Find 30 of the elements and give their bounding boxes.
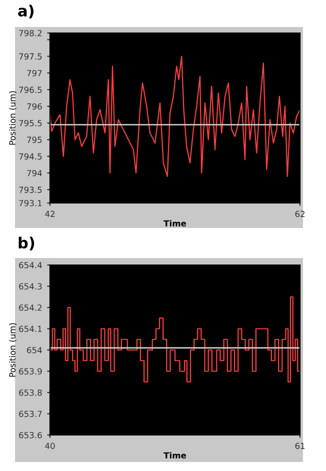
x-tick-label: 62 xyxy=(295,210,304,218)
y-tick-label: 795 xyxy=(27,136,42,143)
y-tick-label: 798.2 xyxy=(19,30,42,36)
y-tick-label: 654.3 xyxy=(19,283,42,290)
y-axis-title: Position (um) xyxy=(9,323,16,377)
y-tick-label: 794 xyxy=(27,170,42,176)
y-tick-label: 654 xyxy=(27,346,42,354)
y-tick-label: 795.5 xyxy=(19,120,42,126)
y-tick-label: 654.1 xyxy=(19,326,42,332)
x-tick-label: 40 xyxy=(45,442,55,450)
y-tick-label: 653.7 xyxy=(19,410,42,418)
x-tick-label: 61 xyxy=(295,442,305,450)
x-tick-label: 42 xyxy=(45,210,54,217)
y-tick-label: 654.2 xyxy=(19,304,42,311)
y-tick-label: 654.4 xyxy=(19,262,42,268)
y-tick-label: 796 xyxy=(27,103,42,110)
x-axis-title: Time xyxy=(164,220,186,227)
y-tick-label: 653.6 xyxy=(19,432,42,438)
y-tick-label: 653.8 xyxy=(19,389,42,396)
y-tick-label: 797 xyxy=(27,70,42,76)
chart-title: a) xyxy=(18,4,34,18)
x-axis-title: Time xyxy=(164,452,186,459)
y-tick-label: 793.5 xyxy=(19,186,42,193)
chart-title: b) xyxy=(18,236,34,250)
y-axis-title: Position (um) xyxy=(9,91,16,145)
y-tick-label: 793.1 xyxy=(19,200,42,206)
y-tick-label: 797.5 xyxy=(19,53,42,60)
y-tick-label: 794.5 xyxy=(19,153,42,160)
y-tick-label: 796.5 xyxy=(19,86,42,93)
y-tick-label: 653.9 xyxy=(19,368,42,375)
